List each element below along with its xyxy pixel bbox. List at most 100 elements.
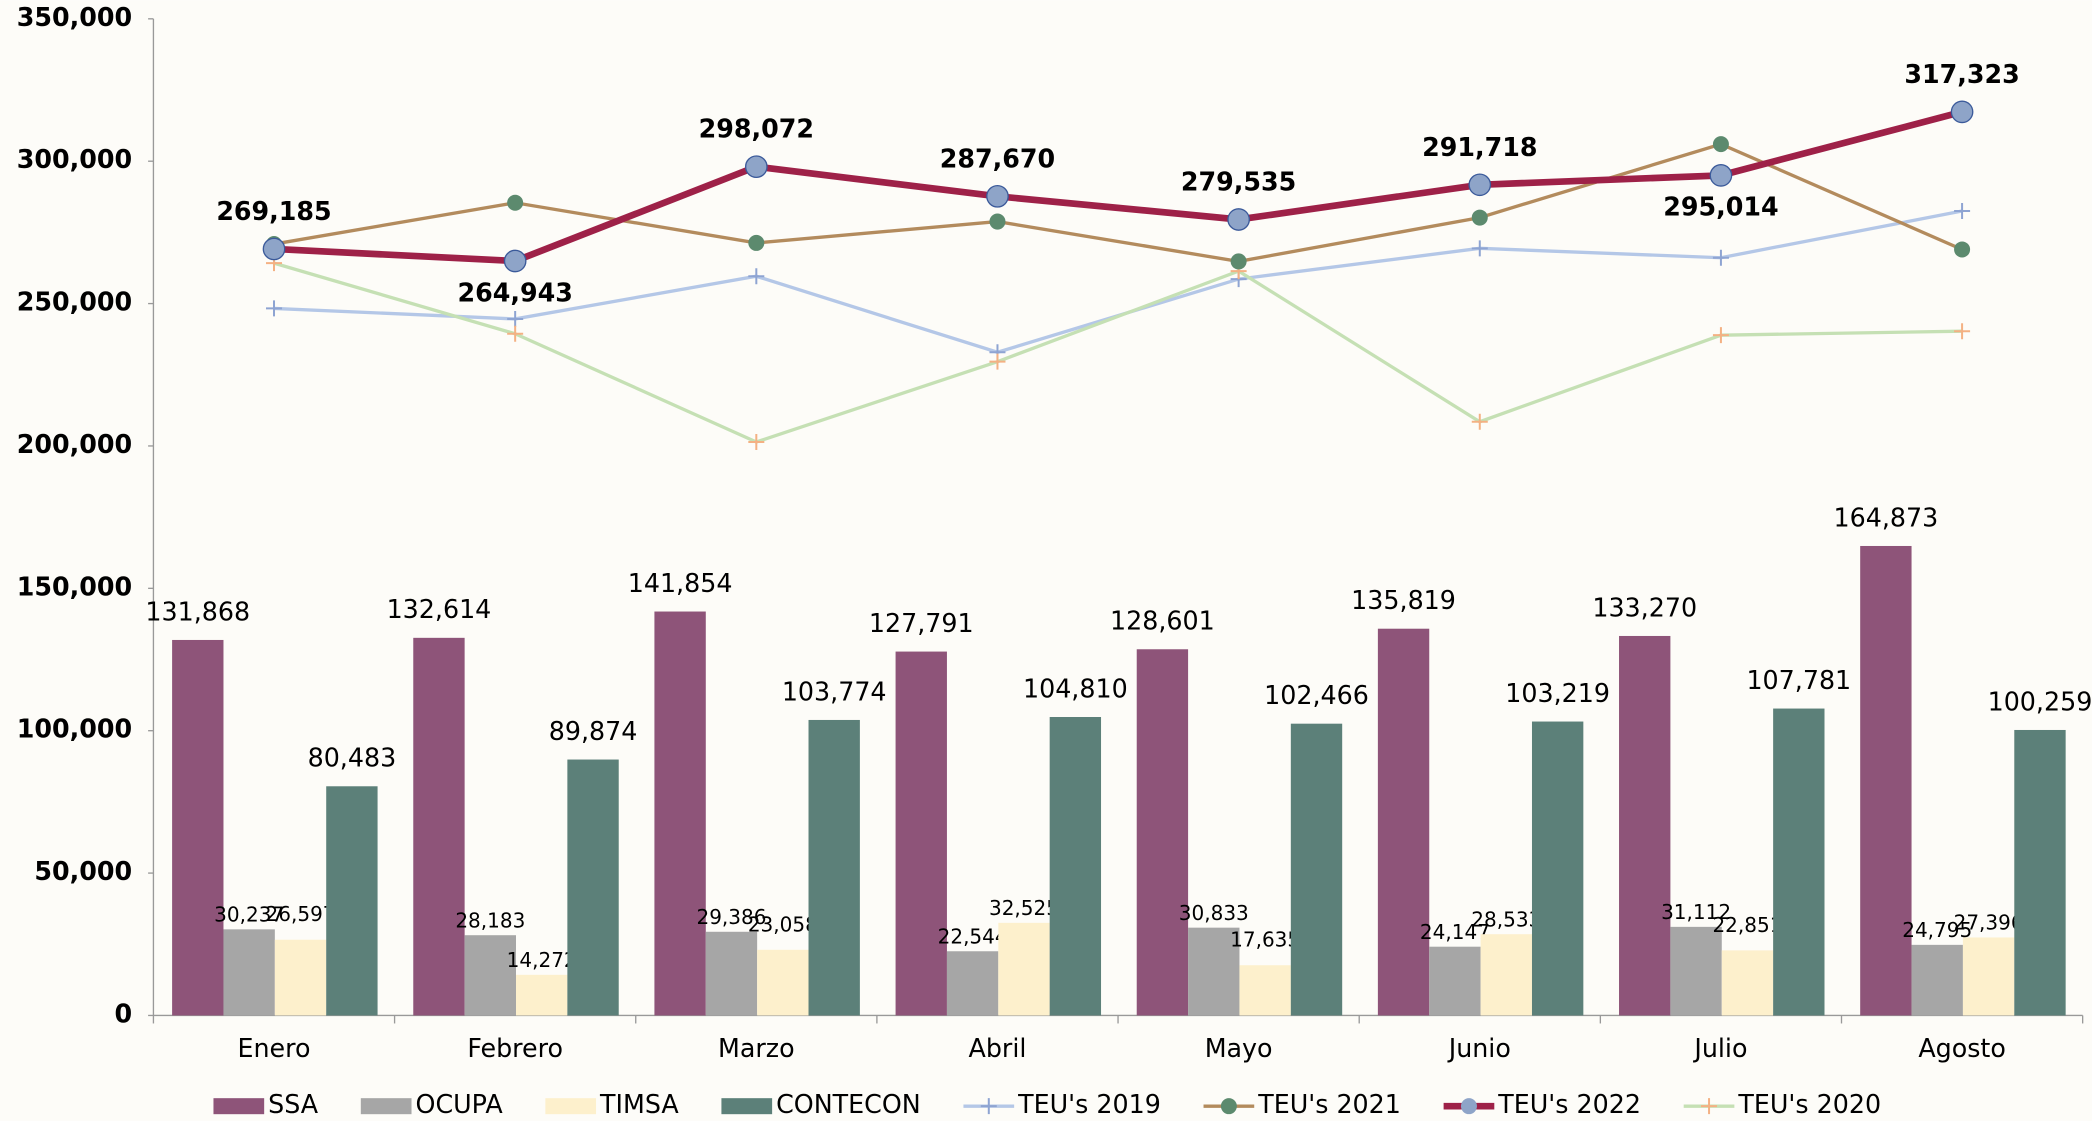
bar-value-label: 26,597 <box>266 902 336 926</box>
x-tick-label: Abril <box>969 1033 1027 1063</box>
legend-label: SSA <box>268 1089 319 1119</box>
line-marker <box>1469 174 1490 195</box>
bar <box>706 932 757 1016</box>
x-tick-label: Marzo <box>718 1033 795 1063</box>
bar-value-label: 132,614 <box>387 594 492 624</box>
line-value-label: 317,323 <box>1904 59 2019 89</box>
page: 050,000100,000150,000200,000250,000300,0… <box>0 0 2092 1121</box>
x-tick-label: Julio <box>1692 1033 1747 1063</box>
legend-swatch <box>545 1098 596 1114</box>
bar <box>998 923 1049 1016</box>
bar <box>1050 717 1101 1015</box>
line-marker <box>507 195 523 211</box>
legend-label: OCUPA <box>416 1089 504 1119</box>
line-value-label: 295,014 <box>1663 192 1778 222</box>
bar <box>1378 629 1429 1016</box>
bar <box>1860 546 1911 1015</box>
bar <box>223 929 274 1015</box>
line-marker <box>989 214 1005 230</box>
bar-value-label: 107,781 <box>1746 665 1851 695</box>
bar <box>1532 722 1583 1016</box>
x-tick-label: Mayo <box>1205 1033 1273 1063</box>
bar <box>1429 947 1480 1016</box>
bar-value-label: 28,183 <box>455 908 525 932</box>
legend-label: TIMSA <box>599 1089 679 1119</box>
y-tick-label: 250,000 <box>17 287 132 317</box>
bar-value-label: 28,533 <box>1471 907 1541 931</box>
bar-value-label: 103,219 <box>1505 678 1610 708</box>
bar <box>172 640 223 1015</box>
chart: 050,000100,000150,000200,000250,000300,0… <box>0 0 2092 1121</box>
bar-value-label: 128,601 <box>1110 606 1215 636</box>
line-value-label: 264,943 <box>457 277 572 307</box>
bar-value-label: 14,272 <box>507 948 577 972</box>
bar-value-label: 22,851 <box>1712 913 1782 937</box>
bar <box>1722 950 1773 1015</box>
legend-label: TEU's 2019 <box>1017 1089 1161 1119</box>
line-marker <box>1231 253 1247 269</box>
bar <box>1619 636 1670 1015</box>
line-value-label: 291,718 <box>1422 132 1537 162</box>
bar <box>1239 965 1290 1015</box>
bar <box>809 720 860 1015</box>
bar <box>1291 724 1342 1016</box>
bar-value-label: 30,833 <box>1179 901 1249 925</box>
y-tick-label: 150,000 <box>17 571 132 601</box>
bar <box>1773 709 1824 1016</box>
line-marker <box>746 156 767 177</box>
legend-marker <box>1221 1098 1237 1114</box>
bar-value-label: 89,874 <box>549 716 638 746</box>
bar <box>413 638 464 1016</box>
line-marker <box>263 238 284 259</box>
bar-value-label: 102,466 <box>1264 680 1369 710</box>
legend-swatch <box>361 1098 412 1114</box>
bar-value-label: 27,396 <box>1954 911 2024 935</box>
bar-value-label: 127,791 <box>869 608 974 638</box>
line-marker <box>1472 210 1488 226</box>
bar <box>947 951 998 1015</box>
bar-value-label: 23,058 <box>748 912 818 936</box>
bar-value-label: 17,635 <box>1230 928 1300 952</box>
line-value-label: 269,185 <box>216 196 331 226</box>
line-marker <box>1951 101 1972 122</box>
bar <box>757 950 808 1016</box>
bar-value-label: 100,259 <box>1988 686 2092 716</box>
legend-label: TEU's 2020 <box>1737 1089 1881 1119</box>
bar <box>654 612 705 1016</box>
bar <box>1481 934 1532 1015</box>
y-tick-label: 50,000 <box>34 856 132 886</box>
line-marker <box>1710 165 1731 186</box>
line-value-label: 287,670 <box>940 143 1055 173</box>
bar <box>516 975 567 1016</box>
line-value-label: 298,072 <box>699 114 814 144</box>
line-marker <box>504 250 525 271</box>
bar-value-label: 80,483 <box>308 743 397 773</box>
x-tick-label: Junio <box>1447 1033 1511 1063</box>
bar <box>896 652 947 1016</box>
x-tick-label: Febrero <box>467 1033 563 1063</box>
line-marker <box>1713 136 1729 152</box>
bar-value-label: 141,854 <box>628 568 733 598</box>
y-tick-label: 200,000 <box>17 429 132 459</box>
bar-value-label: 104,810 <box>1023 673 1128 703</box>
line-marker <box>1954 241 1970 257</box>
legend-label: CONTECON <box>776 1089 921 1119</box>
bar <box>1670 927 1721 1016</box>
y-tick-label: 100,000 <box>17 714 132 744</box>
bar <box>326 786 377 1015</box>
bar-value-label: 32,525 <box>989 896 1059 920</box>
y-tick-label: 0 <box>114 998 132 1028</box>
legend-marker <box>1461 1098 1477 1114</box>
bar-value-label: 103,774 <box>782 676 887 706</box>
bar-value-label: 135,819 <box>1351 585 1456 615</box>
legend-label: TEU's 2022 <box>1497 1089 1641 1119</box>
bar <box>567 760 618 1016</box>
bar-value-label: 131,868 <box>145 596 250 626</box>
bar-value-label: 22,544 <box>938 924 1008 948</box>
legend-swatch <box>213 1098 264 1114</box>
y-tick-label: 350,000 <box>17 2 132 32</box>
bar <box>1912 945 1963 1016</box>
bar <box>2014 730 2065 1015</box>
legend-swatch <box>721 1098 772 1114</box>
line-marker <box>1228 209 1249 230</box>
